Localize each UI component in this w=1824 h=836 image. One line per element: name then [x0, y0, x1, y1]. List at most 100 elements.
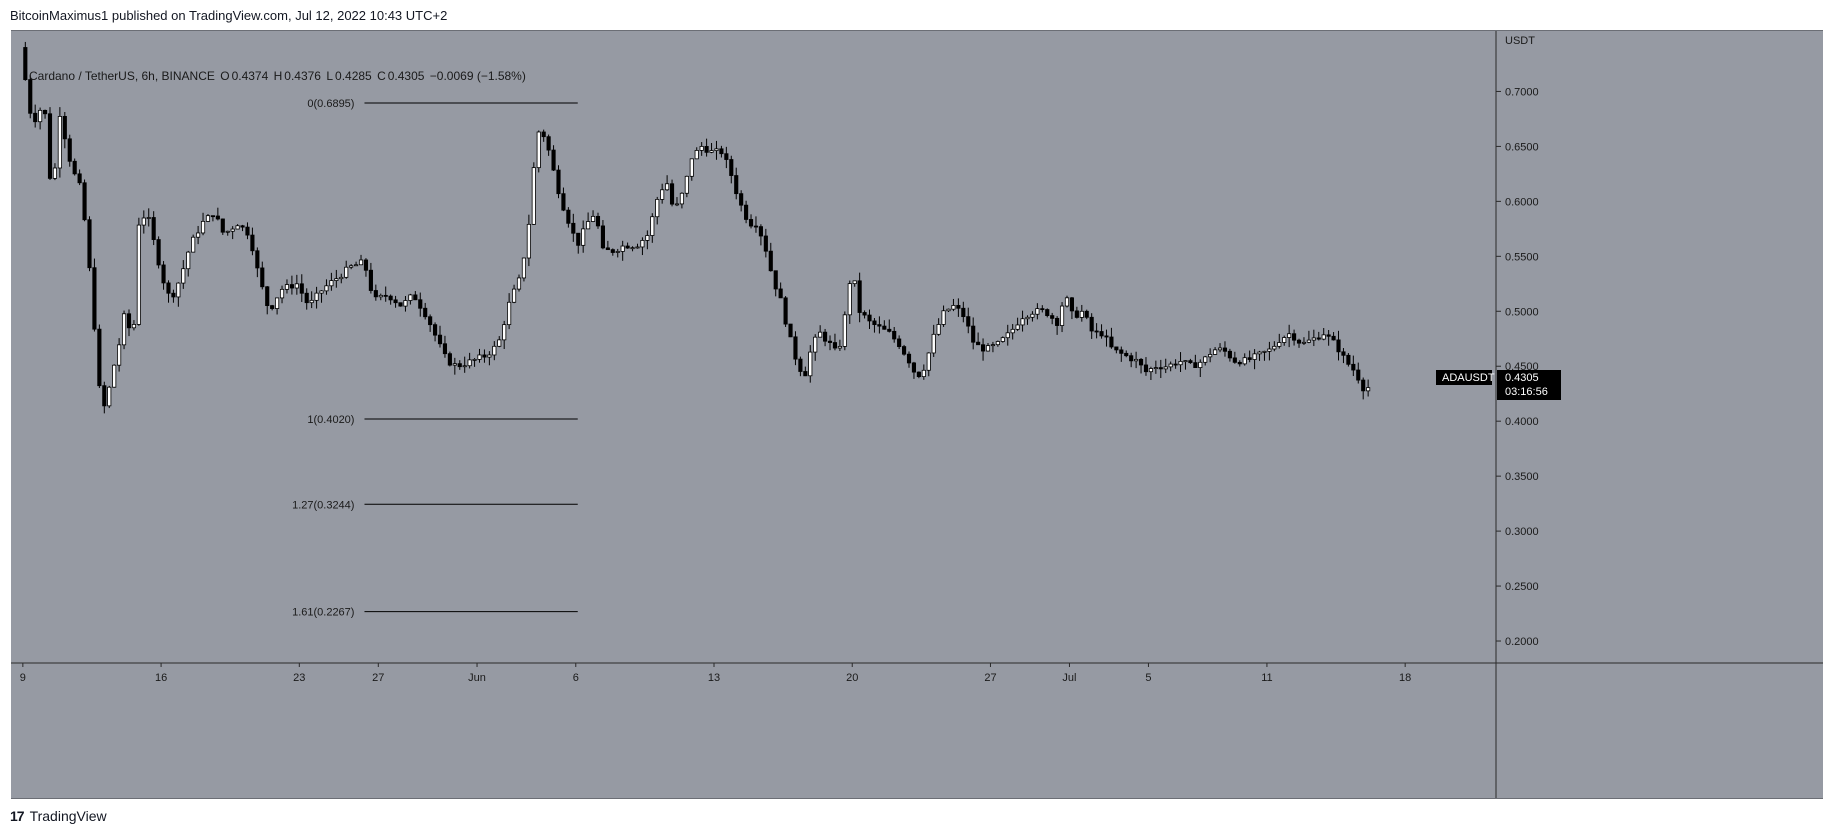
bearish-candle[interactable]: [571, 213, 576, 242]
bullish-candle[interactable]: [507, 293, 512, 330]
bullish-candle[interactable]: [951, 298, 956, 312]
bearish-candle[interactable]: [388, 294, 393, 305]
bullish-candle[interactable]: [324, 279, 329, 295]
bullish-candle[interactable]: [1213, 347, 1218, 355]
bullish-candle[interactable]: [141, 210, 146, 234]
bullish-candle[interactable]: [1005, 324, 1010, 346]
bullish-candle[interactable]: [1064, 295, 1070, 308]
bullish-candle[interactable]: [181, 260, 186, 289]
bearish-candle[interactable]: [887, 319, 892, 333]
bearish-candle[interactable]: [748, 214, 754, 229]
bearish-candle[interactable]: [1188, 358, 1193, 364]
bullish-candle[interactable]: [1217, 343, 1223, 353]
bullish-candle[interactable]: [309, 291, 314, 309]
bullish-candle[interactable]: [650, 213, 655, 243]
bullish-candle[interactable]: [1203, 355, 1208, 366]
bullish-candle[interactable]: [620, 240, 625, 261]
bullish-candle[interactable]: [358, 254, 364, 266]
bearish-candle[interactable]: [1143, 357, 1149, 376]
bullish-candle[interactable]: [1311, 329, 1316, 347]
bearish-candle[interactable]: [724, 146, 729, 169]
bullish-candle[interactable]: [492, 341, 497, 361]
bearish-candle[interactable]: [220, 218, 225, 235]
bearish-candle[interactable]: [739, 190, 744, 212]
bearish-candle[interactable]: [803, 366, 808, 377]
bearish-candle[interactable]: [47, 107, 53, 180]
bearish-candle[interactable]: [240, 224, 245, 232]
bearish-candle[interactable]: [600, 220, 605, 250]
bearish-candle[interactable]: [1069, 296, 1074, 320]
bearish-candle[interactable]: [28, 75, 33, 119]
bearish-candle[interactable]: [210, 215, 215, 222]
bearish-candle[interactable]: [1109, 327, 1114, 349]
bullish-candle[interactable]: [694, 147, 699, 160]
bearish-candle[interactable]: [1292, 329, 1297, 346]
bearish-candle[interactable]: [1227, 348, 1232, 362]
bullish-candle[interactable]: [521, 257, 527, 282]
bearish-candle[interactable]: [373, 284, 378, 301]
bearish-candle[interactable]: [1222, 341, 1228, 357]
bearish-candle[interactable]: [911, 361, 917, 379]
bearish-candle[interactable]: [1173, 359, 1178, 369]
bearish-candle[interactable]: [1084, 309, 1089, 320]
bullish-candle[interactable]: [1035, 303, 1040, 320]
bullish-candle[interactable]: [813, 334, 818, 361]
bearish-candle[interactable]: [1346, 353, 1351, 367]
bearish-candle[interactable]: [126, 309, 132, 337]
bearish-candle[interactable]: [1119, 346, 1124, 362]
bullish-candle[interactable]: [121, 310, 127, 350]
bearish-candle[interactable]: [67, 134, 72, 167]
bearish-candle[interactable]: [62, 112, 67, 149]
bearish-candle[interactable]: [33, 104, 38, 128]
bearish-candle[interactable]: [1247, 350, 1252, 363]
bearish-candle[interactable]: [245, 222, 250, 240]
bullish-candle[interactable]: [941, 305, 946, 327]
bearish-candle[interactable]: [734, 167, 739, 200]
bullish-candle[interactable]: [1252, 349, 1257, 370]
bullish-candle[interactable]: [52, 163, 58, 181]
bearish-candle[interactable]: [768, 242, 773, 272]
bullish-candle[interactable]: [117, 338, 122, 372]
bullish-candle[interactable]: [684, 175, 689, 198]
bearish-candle[interactable]: [867, 309, 872, 329]
bearish-candle[interactable]: [102, 381, 107, 414]
bearish-candle[interactable]: [605, 240, 610, 251]
bearish-candle[interactable]: [610, 248, 615, 256]
bullish-candle[interactable]: [1366, 379, 1371, 397]
bearish-candle[interactable]: [171, 289, 176, 303]
bullish-candle[interactable]: [847, 280, 852, 324]
bullish-candle[interactable]: [699, 142, 704, 156]
bullish-candle[interactable]: [176, 282, 181, 307]
bullish-candle[interactable]: [674, 197, 680, 207]
bullish-candle[interactable]: [1059, 302, 1065, 333]
bearish-candle[interactable]: [215, 207, 220, 221]
bearish-candle[interactable]: [1124, 350, 1129, 358]
bearish-candle[interactable]: [704, 138, 709, 157]
bullish-candle[interactable]: [487, 351, 492, 366]
bullish-candle[interactable]: [808, 345, 813, 383]
bearish-candle[interactable]: [92, 258, 97, 332]
bullish-candle[interactable]: [1025, 315, 1030, 325]
bullish-candle[interactable]: [497, 336, 502, 348]
bullish-candle[interactable]: [936, 318, 941, 336]
bullish-candle[interactable]: [235, 224, 240, 230]
bullish-candle[interactable]: [1020, 310, 1025, 332]
bearish-candle[interactable]: [556, 165, 561, 199]
footer-branding[interactable]: 17 TradingView: [10, 808, 107, 824]
bullish-candle[interactable]: [279, 285, 285, 304]
bearish-candle[interactable]: [561, 187, 566, 212]
bullish-candle[interactable]: [477, 348, 482, 363]
bearish-candle[interactable]: [719, 145, 724, 158]
bullish-candle[interactable]: [655, 196, 660, 225]
bearish-candle[interactable]: [1351, 355, 1356, 377]
bullish-candle[interactable]: [502, 320, 507, 349]
bearish-candle[interactable]: [763, 228, 768, 258]
bearish-candle[interactable]: [437, 325, 443, 348]
bearish-candle[interactable]: [961, 301, 966, 323]
bearish-candle[interactable]: [1114, 346, 1119, 354]
bearish-candle[interactable]: [956, 298, 961, 317]
bearish-candle[interactable]: [1331, 332, 1336, 341]
bearish-candle[interactable]: [862, 310, 867, 319]
bullish-candle[interactable]: [526, 214, 531, 267]
bullish-candle[interactable]: [107, 385, 112, 409]
